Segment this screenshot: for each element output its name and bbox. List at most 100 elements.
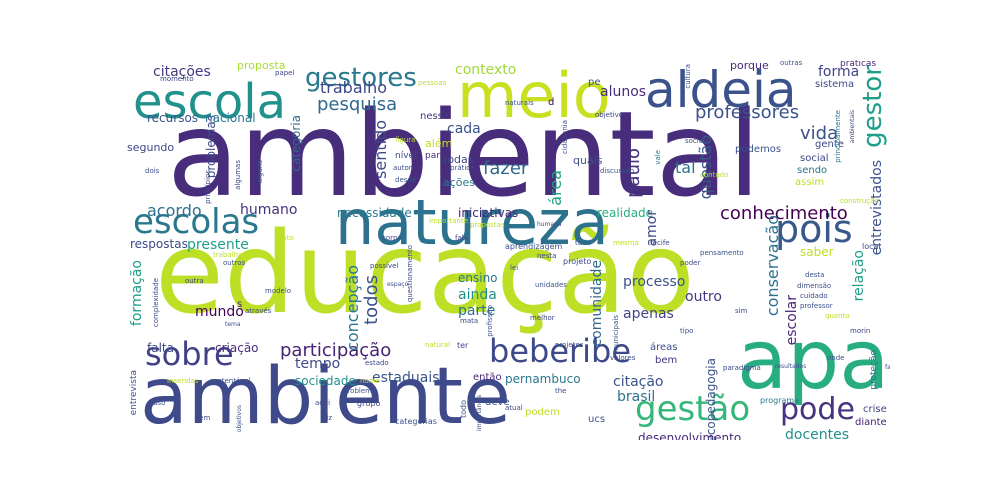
word-tudo: tudo [575,239,591,247]
word-processo: processo [623,274,686,290]
word-crise: crise [863,404,887,415]
word-parte: parte [458,303,496,319]
word-nesta: nesta [537,252,557,260]
word-ensino: ensino [458,271,498,285]
word-vida: vida [800,123,839,144]
word-pode: pode [780,392,855,427]
word-d: d [548,97,555,108]
word-nome: nome [360,377,380,385]
word-poder: poder [680,259,701,267]
word-podemos: podemos [735,144,782,155]
word-resultados: resultados [775,363,807,370]
word-propostas: propostas [470,221,505,229]
word-trabalhar: trabalhar [213,251,246,259]
word-atraves: através [245,307,272,315]
word-falta: falta [147,341,174,355]
word-proposta: proposta [237,60,286,72]
word-ambientais: ambientais [849,110,856,144]
word-valores: valores [610,354,636,362]
word-criacao: criação [215,341,259,355]
word-recife: recife [650,239,670,247]
word-the: the [555,387,567,395]
word-segundo: segundo [127,141,175,154]
word-aldeia: aldeia [645,61,797,119]
word-ecopedagogia: ecopedagogia [704,358,718,440]
word-uso: uso [153,399,166,407]
word-iniciativas: iniciativas [458,206,519,220]
word-importante: importante [429,217,468,225]
word-profissao: profissão [486,305,494,337]
word-pessoas: pessoas [418,79,447,87]
word-saber: saber [800,245,834,259]
word-apa: apa [737,313,890,408]
word-escolar: escolar [784,295,800,346]
word-formacao: formação [129,260,145,327]
word-vem: vem [195,414,211,422]
word-escolas: escolas [133,202,260,242]
word-projeto: projeto [563,257,592,266]
word-outros: outros [223,259,246,267]
word-municipais: municipais [612,315,620,353]
word-assim: assim [795,177,825,188]
word-protecao: proteção [869,350,879,390]
word-necessidade: necessidade [337,206,412,220]
word-humana: humana [537,221,562,228]
word-gestor: gestor [858,65,888,148]
word-pe: pe [588,77,601,88]
word-quanto: quanto [825,312,850,320]
word-outras: outras [780,60,803,67]
word-categorias: categorias [395,417,437,426]
word-comunidade: comunidade [589,260,605,347]
word-podem: podem [525,407,560,418]
word-desta: desta [805,271,825,279]
word-tipo: tipo [680,327,694,335]
word-complexidade: complexidade [152,278,160,328]
word-modelo: modelo [265,287,292,295]
word-entrevista: entrevista [129,370,139,416]
word-problema: problema [343,387,377,395]
word-estaduais: estaduais [372,370,440,386]
word-papel: papel [275,69,295,77]
word-outra: outra [185,277,204,285]
word-naturais: naturais [505,99,534,107]
word-area: área [546,170,565,206]
word-sociais: sociais [685,137,709,145]
word-forma: forma [818,64,860,80]
word-conhecimento: conhecimento [720,203,848,224]
word-sobre: sobre [145,335,234,373]
word-alunos: alunos [600,84,647,100]
word-espaco: espaço [387,281,409,288]
word-pratica: prática [450,164,475,172]
word-humano: humano [240,202,298,218]
word-partir: partir [425,151,450,161]
word-diante: diante [855,417,887,428]
word-dois: dois [145,167,160,175]
word-presente: presente [187,237,249,253]
word-participacao: participação [280,340,392,361]
word-pensamento: pensamento [700,249,744,257]
word-cultura: cultura [684,64,692,89]
word-recursos: recursos [147,111,199,125]
word-melhor: melhor [530,314,555,322]
word-diz: diz [322,414,333,422]
word-aqui: aqui [315,399,331,407]
word-desenvolvimento: desenvolvimento [638,431,742,440]
word-entao: então [473,372,502,383]
word-pois: pois [775,207,853,251]
word-alem: além [425,137,453,150]
word-todo: todo [459,400,468,419]
word-dimensao: dimensão [797,282,832,290]
word-citacao: citação [613,374,664,390]
word-sociedade: sociedade [295,374,356,388]
word-fala: fala [455,234,468,242]
word-projetos: projetos [555,341,584,349]
word-mundo: mundo [195,304,244,320]
word-aprendizagem: aprendizagem [505,242,563,251]
word-corpo: corpo [382,234,402,242]
word-ainda: ainda [458,287,497,303]
word-mesma: mesma [613,239,639,247]
word-docentes: docentes [785,427,850,440]
word-bem: bem [655,355,678,366]
word-nivel: nível [395,151,417,161]
word-inseridas: inseridas [167,377,199,385]
